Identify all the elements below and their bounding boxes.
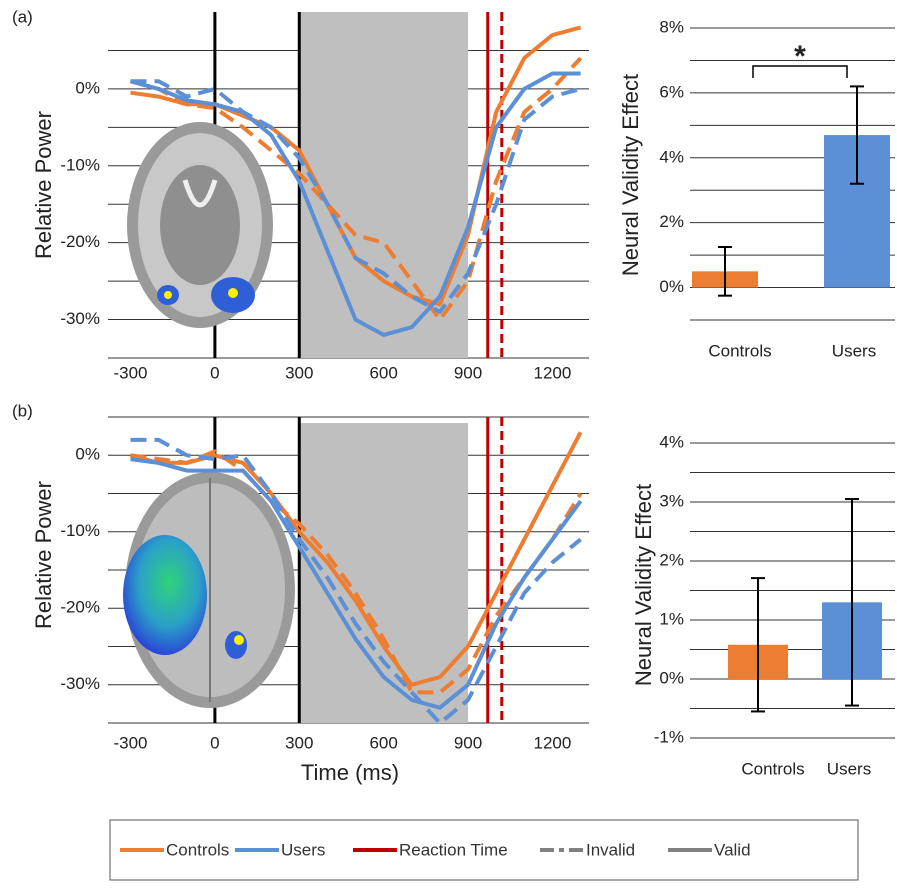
significance-label: * [794, 40, 806, 73]
y-tick-label: -1% [654, 727, 684, 746]
panel-label: (b) [12, 401, 33, 420]
x-tick-label: 1200 [534, 733, 572, 752]
y-tick-label: 0% [75, 445, 100, 464]
x-tick-label: 900 [454, 363, 482, 382]
x-tick-label: Controls [741, 759, 804, 778]
shaded-region [299, 423, 469, 723]
y-tick-label: 0% [75, 78, 100, 97]
x-tick-label: 600 [369, 733, 397, 752]
x-tick-label: Users [832, 341, 876, 360]
x-tick-label: 300 [285, 733, 313, 752]
y-tick-label: 0% [659, 277, 684, 296]
series-line [130, 449, 583, 695]
y-tick-label: 4% [659, 147, 684, 166]
x-tick-label: 300 [285, 363, 313, 382]
legend-label: Controls [166, 840, 229, 859]
series-line [129, 71, 581, 337]
y-tick-label: -30% [60, 309, 100, 328]
y-tick-label: 4% [659, 432, 684, 451]
y-tick-label: -30% [60, 674, 100, 693]
y-tick-label: -20% [60, 598, 100, 617]
series-line [130, 437, 582, 725]
y-tick-label: 2% [659, 550, 684, 569]
y-axis-title: Relative Power [31, 481, 56, 629]
y-tick-label: -20% [60, 232, 100, 251]
panel-label: (a) [12, 7, 33, 26]
legend-label: Users [281, 840, 325, 859]
x-tick-label: 900 [454, 733, 482, 752]
series-line [130, 79, 582, 314]
x-tick-label: 600 [369, 363, 397, 382]
x-axis-title: Time (ms) [301, 760, 399, 785]
brain-image-b [123, 472, 295, 708]
y-tick-label: 1% [659, 609, 684, 628]
y-tick-label: -10% [60, 521, 100, 540]
y-tick-label: 0% [659, 668, 684, 687]
series-line [130, 457, 583, 710]
legend-label: Reaction Time [399, 840, 508, 859]
series-line [129, 56, 583, 322]
brain-image-a [127, 122, 273, 328]
y-tick-label: 8% [659, 17, 684, 36]
y-tick-label: 6% [659, 82, 684, 101]
x-tick-label: Users [827, 759, 871, 778]
x-tick-label: Controls [708, 341, 771, 360]
y-axis-title: Neural Validity Effect [631, 484, 656, 686]
legend-label: Valid [714, 840, 751, 859]
legend-box [109, 819, 859, 881]
legend-label: Invalid [586, 840, 635, 859]
y-axis-title: Neural Validity Effect [618, 74, 643, 276]
y-tick-label: 3% [659, 491, 684, 510]
x-tick-label: -300 [113, 733, 147, 752]
x-tick-label: -300 [113, 363, 147, 382]
x-tick-label: 0 [210, 363, 219, 382]
x-tick-label: 1200 [534, 363, 572, 382]
y-axis-title: Relative Power [31, 111, 56, 259]
y-tick-label: -10% [60, 155, 100, 174]
significance-bracket [752, 65, 848, 78]
y-tick-label: 2% [659, 212, 684, 231]
x-tick-label: 0 [210, 733, 219, 752]
